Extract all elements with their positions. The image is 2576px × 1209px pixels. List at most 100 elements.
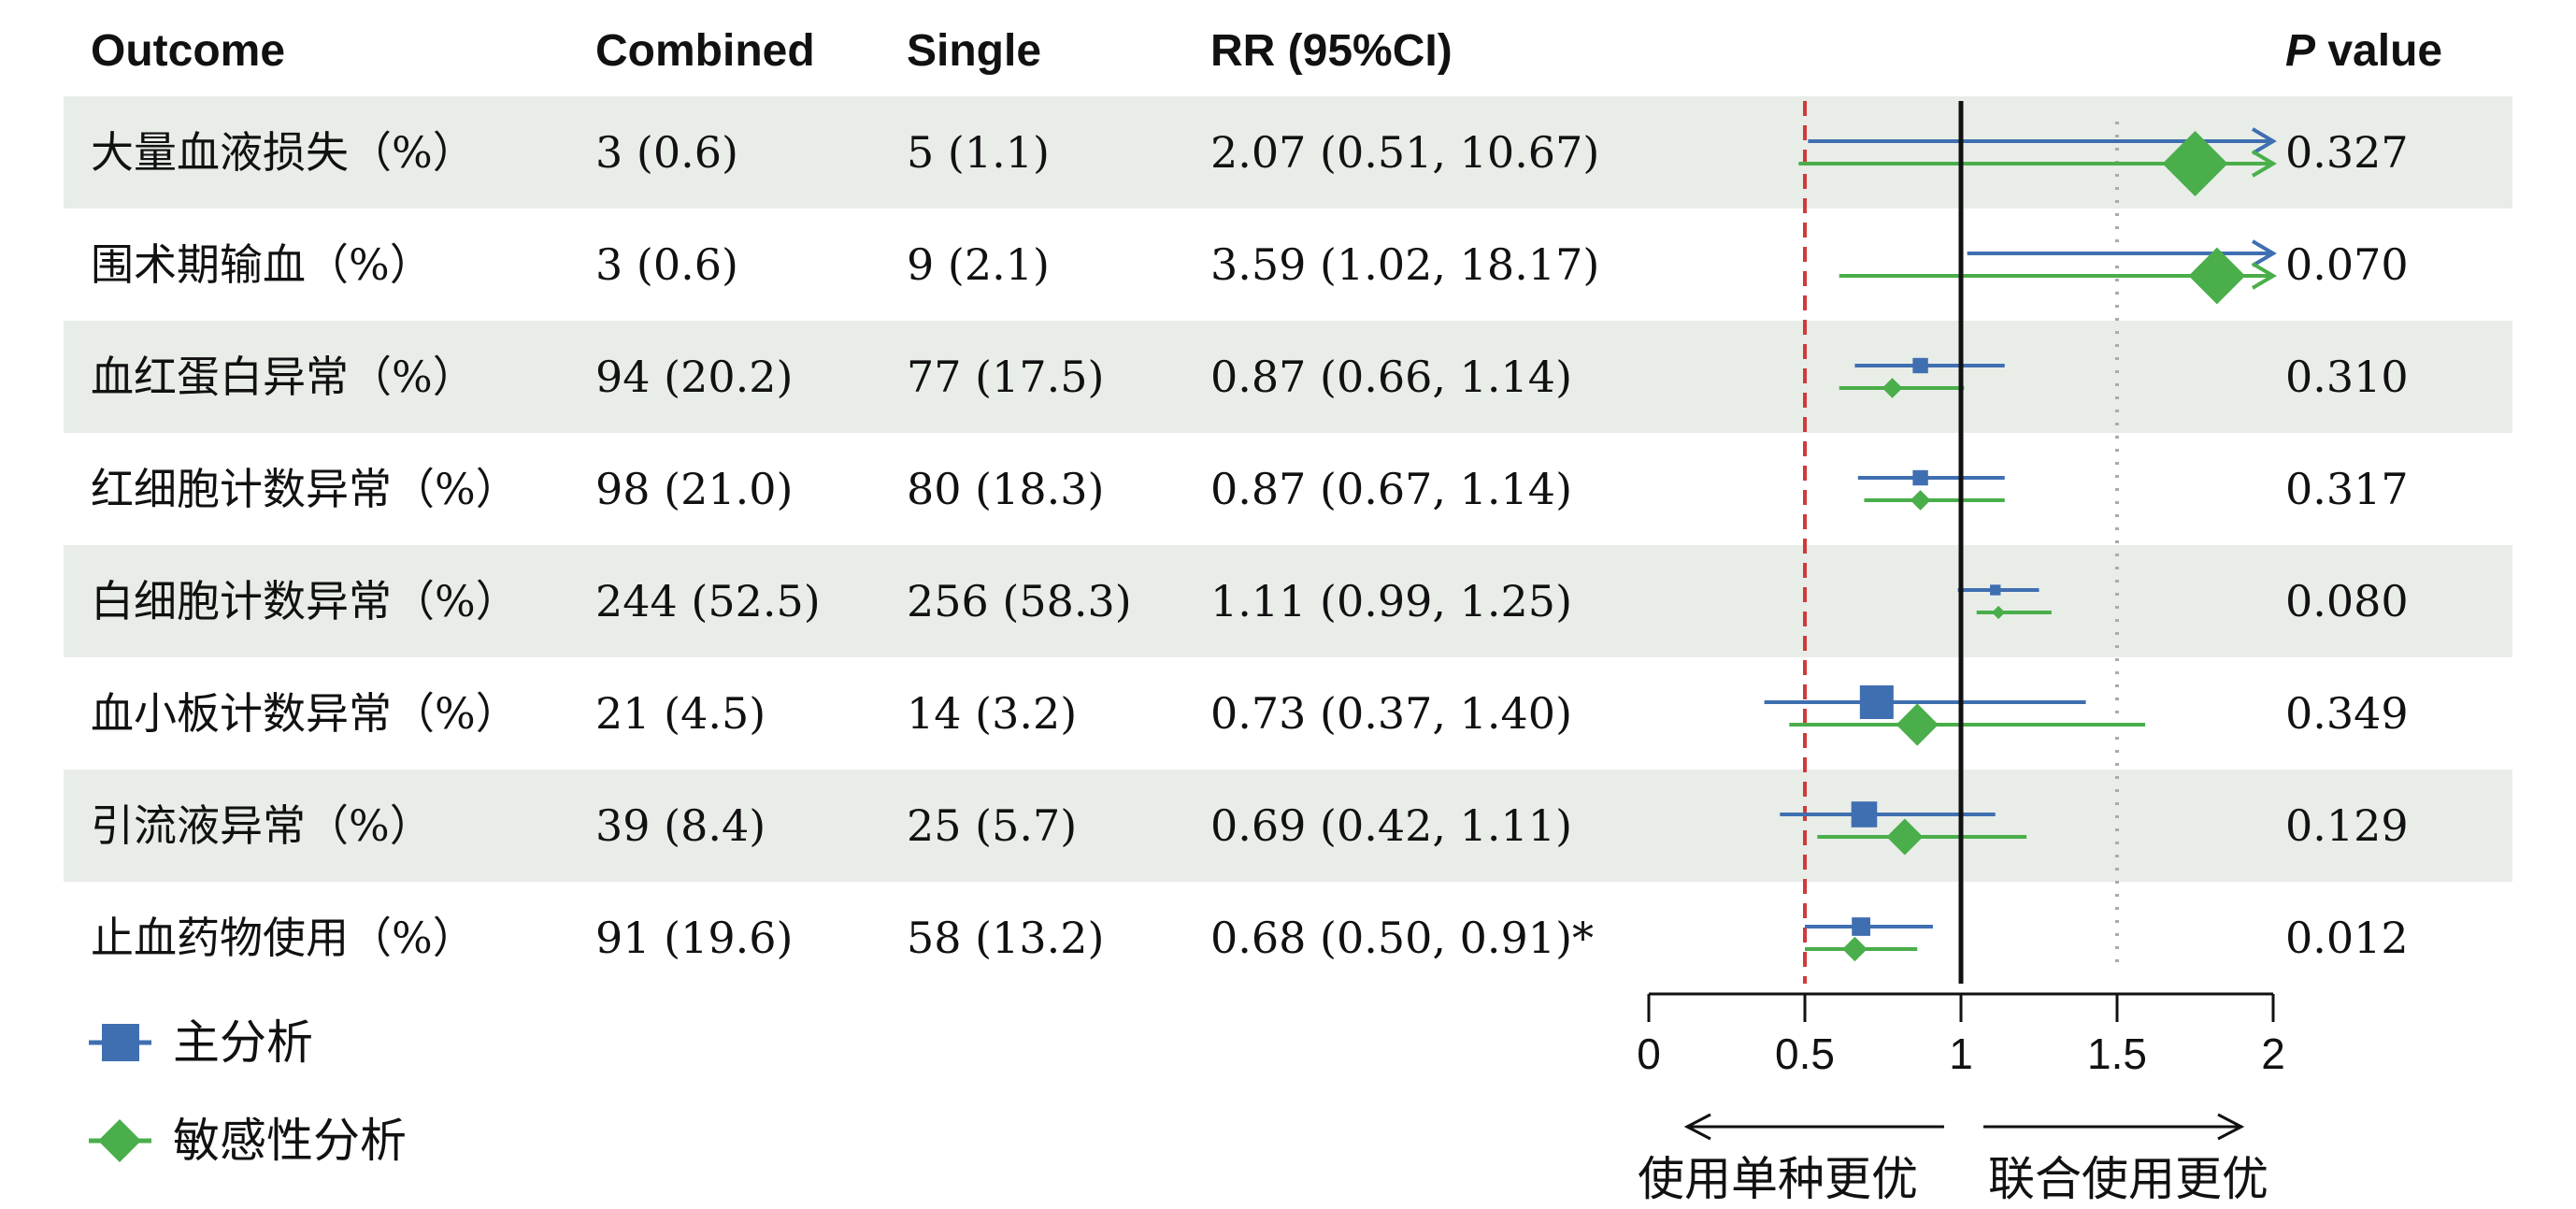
cell-p: 0.349	[2285, 688, 2409, 739]
right-arrowhead-icon	[2217, 1113, 2245, 1141]
row-stripe	[64, 321, 2512, 433]
direction-left-label: 使用单种更优	[1638, 1152, 1918, 1206]
cell-outcome: 白细胞计数异常（%）	[91, 576, 519, 626]
plot-marks	[1764, 127, 2277, 962]
estimate-diamond	[1886, 818, 1924, 856]
legend: 主分析 敏感性分析	[89, 1015, 407, 1168]
legend-diamond-icon	[98, 1119, 141, 1162]
estimate-square	[1912, 469, 1928, 486]
legend-item-sensitivity: 敏感性分析	[89, 1114, 407, 1168]
cell-outcome: 围术期输血（%）	[91, 239, 433, 290]
cell-rr: 0.68 (0.50, 0.91)*	[1210, 913, 1594, 963]
plot-area	[1764, 101, 2277, 984]
cell-single: 58 (13.2)	[907, 913, 1104, 963]
legend-sensitivity-label: 敏感性分析	[173, 1114, 407, 1168]
estimate-diamond	[1896, 703, 1939, 746]
cell-single: 80 (18.3)	[907, 464, 1104, 514]
legend-primary-label: 主分析	[173, 1015, 313, 1070]
estimate-diamond	[2188, 247, 2246, 305]
cell-p: 0.012	[2285, 913, 2409, 963]
cell-combined: 244 (52.5)	[595, 576, 821, 626]
header-p-italic: P	[2285, 26, 2316, 76]
cell-single: 256 (58.3)	[907, 576, 1132, 626]
cell-single: 77 (17.5)	[907, 352, 1104, 402]
row-stripe	[64, 96, 2512, 209]
estimate-square	[1990, 584, 2001, 596]
x-tick-label: 2	[2261, 1029, 2285, 1078]
cell-rr: 1.11 (0.99, 1.25)	[1210, 576, 1572, 626]
estimate-diamond	[1910, 490, 1931, 511]
header-single: Single	[907, 26, 1041, 76]
direction-indicator: 使用单种更优 联合使用更优	[1638, 1113, 2268, 1206]
cell-single: 9 (2.1)	[907, 239, 1050, 290]
cell-combined: 3 (0.6)	[595, 239, 738, 290]
cell-single: 5 (1.1)	[907, 127, 1050, 178]
table-row: 围术期输血（%） 3 (0.6) 9 (2.1) 3.59 (1.02, 18.17)…	[91, 239, 2409, 290]
cell-outcome: 大量血液损失（%）	[91, 127, 476, 178]
header-combined: Combined	[595, 26, 815, 76]
estimate-diamond	[2162, 131, 2228, 196]
estimate-square	[1851, 801, 1878, 828]
table-header: Outcome Combined Single RR (95%CI) P val…	[91, 26, 2442, 76]
header-rr: RR (95%CI)	[1210, 26, 1453, 76]
cell-rr: 0.87 (0.66, 1.14)	[1210, 352, 1572, 402]
cell-p: 0.080	[2285, 576, 2409, 626]
row-stripe	[64, 545, 2512, 657]
legend-item-primary: 主分析	[89, 1015, 313, 1070]
row-stripes	[64, 96, 2512, 882]
left-arrowhead-icon	[1683, 1113, 1711, 1141]
ci-arrow-icon	[2251, 262, 2277, 290]
cell-outcome: 止血药物使用（%）	[91, 913, 476, 963]
x-tick-label: 0.5	[1775, 1029, 1835, 1078]
x-axis: 0 0.5 1 1.5 2	[1637, 992, 2285, 1078]
ci-arrow-icon	[2251, 239, 2277, 267]
cell-rr: 3.59 (1.02, 18.17)	[1210, 239, 1599, 290]
cell-rr: 0.73 (0.37, 1.40)	[1210, 688, 1572, 739]
header-p-rest: value	[2315, 26, 2442, 76]
table-body: 大量血液损失（%） 3 (0.6) 5 (1.1) 2.07 (0.51, 10.67…	[91, 127, 2409, 963]
cell-combined: 21 (4.5)	[595, 688, 766, 739]
header-outcome: Outcome	[91, 26, 285, 76]
cell-outcome: 血小板计数异常（%）	[91, 688, 519, 739]
cell-p: 0.327	[2285, 127, 2409, 178]
direction-right-label: 联合使用更优	[1988, 1152, 2268, 1206]
cell-rr: 2.07 (0.51, 10.67)	[1210, 127, 1599, 178]
table-row: 引流液异常（%） 39 (8.4) 25 (5.7) 0.69 (0.42, 1.11…	[91, 800, 2409, 851]
estimate-square	[1912, 357, 1928, 374]
table-row: 止血药物使用（%） 91 (19.6) 58 (13.2) 0.68 (0.50, 0…	[91, 913, 2409, 963]
cell-combined: 39 (8.4)	[595, 800, 766, 851]
header-p-value: P value	[2285, 26, 2442, 76]
ci-arrow-icon	[2251, 150, 2277, 178]
cell-rr: 0.69 (0.42, 1.11)	[1210, 800, 1572, 851]
cell-outcome: 血红蛋白异常（%）	[91, 352, 476, 402]
cell-rr: 0.87 (0.67, 1.14)	[1210, 464, 1572, 514]
table-row: 大量血液损失（%） 3 (0.6) 5 (1.1) 2.07 (0.51, 10.67…	[91, 127, 2409, 178]
table-row: 白细胞计数异常（%） 244 (52.5) 256 (58.3) 1.11 (0.99…	[91, 576, 2409, 626]
estimate-diamond	[1882, 378, 1903, 398]
x-tick-label: 1	[1949, 1029, 1973, 1078]
legend-square-icon	[102, 1024, 139, 1061]
cell-outcome: 红细胞计数异常（%）	[91, 464, 519, 514]
cell-p: 0.129	[2285, 800, 2409, 851]
table-row: 红细胞计数异常（%） 98 (21.0) 80 (18.3) 0.87 (0.67, …	[91, 464, 2409, 514]
cell-combined: 94 (20.2)	[595, 352, 793, 402]
row-stripe	[64, 770, 2512, 882]
cell-outcome: 引流液异常（%）	[91, 800, 433, 851]
table-row: 血红蛋白异常（%） 94 (20.2) 77 (17.5) 0.87 (0.66, 1…	[91, 352, 2409, 402]
x-tick-label: 1.5	[2087, 1029, 2147, 1078]
cell-combined: 91 (19.6)	[595, 913, 793, 963]
estimate-diamond	[1991, 605, 2006, 620]
cell-combined: 98 (21.0)	[595, 464, 793, 514]
estimate-diamond	[1842, 936, 1868, 962]
cell-combined: 3 (0.6)	[595, 127, 738, 178]
ci-arrow-icon	[2251, 127, 2277, 155]
cell-p: 0.070	[2285, 239, 2409, 290]
x-tick-label: 0	[1637, 1029, 1661, 1078]
cell-p: 0.317	[2285, 464, 2409, 514]
estimate-square	[1859, 685, 1894, 719]
cell-single: 14 (3.2)	[907, 688, 1077, 739]
cell-single: 25 (5.7)	[907, 800, 1077, 851]
table-row: 血小板计数异常（%） 21 (4.5) 14 (3.2) 0.73 (0.37, 1.…	[91, 688, 2409, 739]
estimate-square	[1852, 917, 1870, 936]
